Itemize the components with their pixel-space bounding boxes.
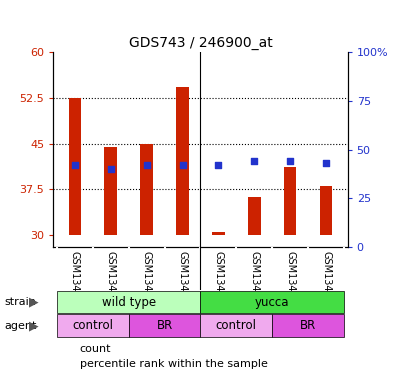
Text: GSM13421: GSM13421 <box>106 251 116 303</box>
Point <box>287 158 293 164</box>
Text: count: count <box>80 344 111 354</box>
Bar <box>129 314 201 337</box>
Text: ▶: ▶ <box>29 319 38 332</box>
Point <box>143 162 150 168</box>
Text: yucca: yucca <box>255 296 290 309</box>
Point <box>72 162 78 168</box>
Bar <box>248 197 261 235</box>
Bar <box>140 144 153 235</box>
Bar <box>272 314 344 337</box>
Text: wild type: wild type <box>102 296 156 309</box>
Point <box>251 158 258 164</box>
Text: GSM13429: GSM13429 <box>321 251 331 303</box>
Text: control: control <box>216 319 257 332</box>
Bar <box>201 291 344 314</box>
Bar <box>57 314 129 337</box>
Point <box>215 162 222 168</box>
Text: strain: strain <box>4 297 36 307</box>
Bar <box>104 147 117 235</box>
Text: GSM13426: GSM13426 <box>213 251 224 303</box>
Text: agent: agent <box>4 321 36 331</box>
Bar <box>212 232 225 235</box>
Text: GSM13427: GSM13427 <box>249 251 259 304</box>
Point <box>179 162 186 168</box>
Bar <box>57 291 201 314</box>
Bar <box>69 98 81 235</box>
Text: control: control <box>72 319 113 332</box>
Text: GSM13423: GSM13423 <box>142 251 152 303</box>
Bar <box>176 87 189 235</box>
Text: percentile rank within the sample: percentile rank within the sample <box>80 359 268 369</box>
Bar <box>201 314 272 337</box>
Text: GSM13420: GSM13420 <box>70 251 80 303</box>
Point <box>323 160 329 166</box>
Text: ▶: ▶ <box>29 296 38 309</box>
Title: GDS743 / 246900_at: GDS743 / 246900_at <box>129 36 272 50</box>
Point <box>107 166 114 172</box>
Text: GSM13428: GSM13428 <box>285 251 295 303</box>
Bar <box>320 186 332 235</box>
Text: GSM13424: GSM13424 <box>177 251 188 303</box>
Text: BR: BR <box>156 319 173 332</box>
Text: BR: BR <box>300 319 316 332</box>
Bar <box>284 166 297 235</box>
